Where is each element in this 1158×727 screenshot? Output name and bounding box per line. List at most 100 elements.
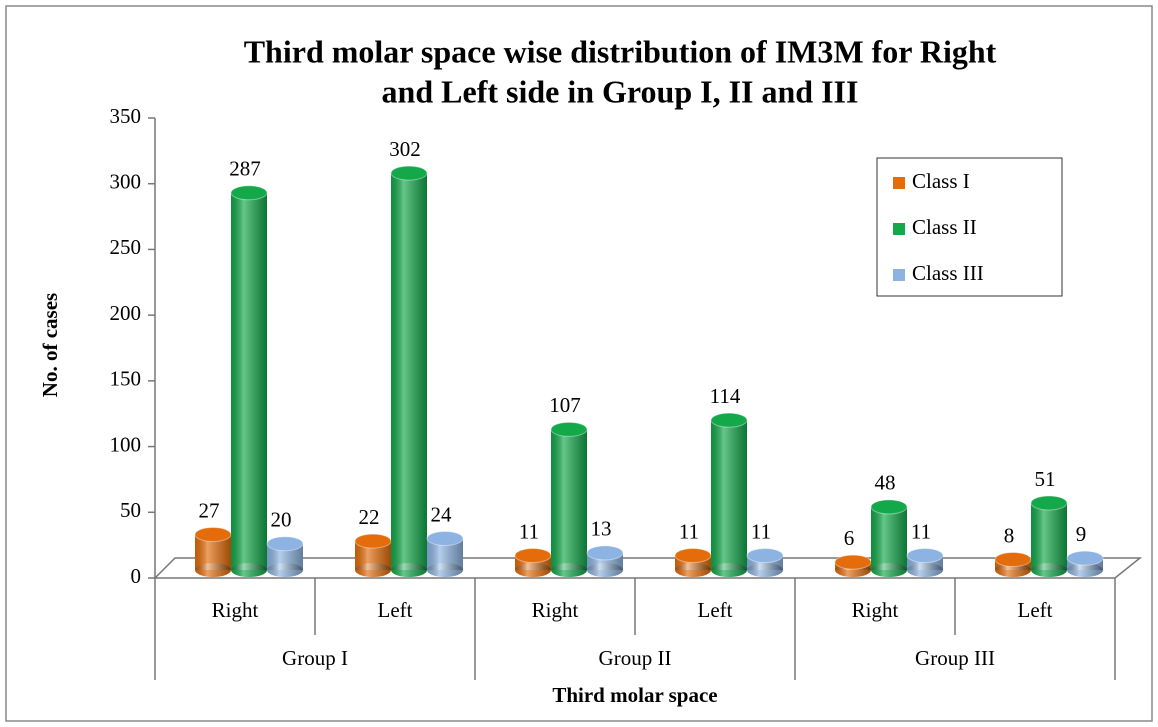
bar [710, 412, 748, 577]
y-tick-label: 300 [110, 170, 142, 194]
bar-shade [391, 173, 427, 571]
data-label: 107 [549, 393, 581, 417]
y-axis-title: No. of cases [38, 293, 62, 397]
legend-swatch [893, 269, 905, 281]
bar-top [994, 551, 1032, 567]
bar-shade-bottom [355, 563, 391, 577]
x-tick-label: Left [378, 598, 413, 622]
y-tick-label: 100 [110, 432, 142, 456]
bar-top [1066, 550, 1104, 566]
bar-top [586, 545, 624, 561]
bar-shade-bottom [231, 563, 267, 577]
data-label: 302 [389, 137, 421, 161]
bar-top [870, 499, 908, 515]
y-tick-label: 50 [120, 498, 141, 522]
bar-top [426, 530, 464, 546]
legend [876, 157, 1063, 297]
data-label: 13 [591, 517, 612, 541]
x-tick-label: Left [698, 598, 733, 622]
data-label: 27 [199, 498, 220, 522]
bar-shade-bottom [195, 563, 231, 577]
bar [906, 548, 944, 577]
bar [550, 421, 588, 577]
x-tick-label: Right [212, 598, 259, 622]
data-label: 8 [1004, 523, 1015, 547]
x-tick-label: Left [1018, 598, 1053, 622]
bar-top [390, 165, 428, 181]
y-tick-label: 150 [110, 367, 142, 391]
bar-top [550, 421, 588, 437]
data-label: 11 [751, 519, 771, 543]
data-label: 287 [229, 157, 261, 181]
bar-shade [231, 192, 267, 571]
bar-top [710, 412, 748, 428]
bar [994, 551, 1032, 577]
bar-shade-bottom [427, 563, 463, 577]
legend-swatch [893, 223, 905, 235]
bar-shade [551, 429, 587, 570]
bar-shade [711, 420, 747, 570]
bar-top [194, 527, 232, 543]
x-axis-title: Third molar space [552, 683, 717, 707]
bar [230, 185, 268, 577]
data-label: 11 [519, 519, 539, 543]
chart-title: Third molar space wise distribution of I… [244, 33, 997, 69]
bar [674, 548, 712, 577]
group-label: Group I [282, 646, 348, 670]
y-tick-label: 250 [110, 235, 142, 259]
bar-shade-bottom [907, 563, 943, 577]
x-tick-label: Right [532, 598, 579, 622]
bar [1030, 495, 1068, 577]
x-tick-label: Right [852, 598, 899, 622]
bar [266, 536, 304, 577]
y-tick-label: 200 [110, 301, 142, 325]
legend-label: Class II [912, 215, 977, 239]
y-tick-label: 350 [110, 104, 142, 128]
bar-top [746, 548, 784, 564]
data-label: 9 [1076, 522, 1087, 546]
group-label: Group III [915, 646, 995, 670]
bar-shade-bottom [747, 563, 783, 577]
data-label: 24 [431, 502, 453, 526]
bar-top [514, 548, 552, 564]
data-label: 11 [911, 519, 931, 543]
bar [514, 548, 552, 577]
bar-top [906, 548, 944, 564]
bar [1066, 550, 1104, 577]
bar-shade-bottom [391, 563, 427, 577]
data-label: 6 [844, 526, 855, 550]
bar-top [1030, 495, 1068, 511]
chart-frame [5, 5, 1153, 722]
legend-label: Class I [912, 169, 970, 193]
bar-shade-bottom [587, 563, 623, 577]
bar-top [354, 533, 392, 549]
data-label: 114 [710, 384, 741, 408]
bar-top [674, 548, 712, 564]
chart-title: and Left side in Group I, II and III [382, 73, 859, 109]
bar-shade [1031, 502, 1067, 570]
bar-shade-bottom [711, 563, 747, 577]
data-label: 48 [875, 471, 896, 495]
bar-top [266, 536, 304, 552]
data-label: 11 [679, 519, 699, 543]
bar-shade-bottom [871, 563, 907, 577]
bar-shade-bottom [1067, 563, 1103, 577]
bar-top [834, 554, 872, 570]
bar-shade [871, 506, 907, 570]
bar-shade-bottom [267, 563, 303, 577]
bar-shade-bottom [995, 563, 1031, 577]
bar-shade-bottom [551, 563, 587, 577]
legend-label: Class III [912, 261, 984, 285]
bar-shade-bottom [515, 563, 551, 577]
bar [834, 554, 872, 577]
group-label: Group II [599, 646, 672, 670]
legend-swatch [893, 177, 905, 189]
bar [586, 545, 624, 577]
bar [870, 499, 908, 577]
bar [194, 527, 232, 577]
data-label: 20 [271, 508, 292, 532]
y-tick-label: 0 [131, 564, 142, 588]
data-label: 22 [359, 505, 380, 529]
data-label: 51 [1035, 467, 1056, 491]
